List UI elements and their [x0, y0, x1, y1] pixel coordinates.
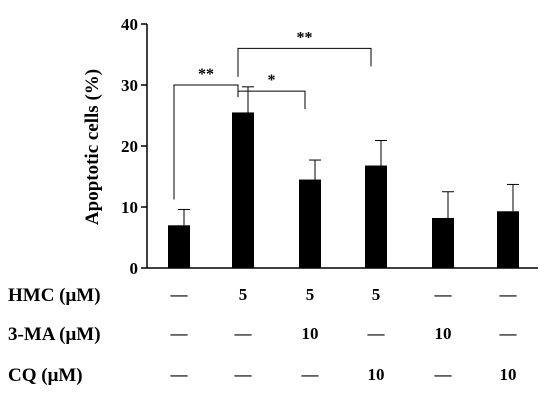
- cell-cq-1: —: [170, 365, 188, 384]
- cell-3ma-1: —: [170, 324, 188, 343]
- row-label-hmc: HMC (μM): [8, 285, 101, 306]
- cell-hmc-2: 5: [238, 285, 248, 304]
- axes: [146, 24, 538, 269]
- bar: [497, 211, 519, 268]
- y-tick-label: 0: [130, 259, 139, 278]
- row-label-cq: CQ (μM): [8, 365, 83, 386]
- y-tick-label: 40: [121, 15, 138, 34]
- cell-3ma-5: 10: [434, 324, 452, 343]
- cell-3ma-2: —: [234, 324, 252, 343]
- bar: [299, 179, 321, 268]
- significance-label: **: [297, 29, 313, 46]
- cell-3ma-4: —: [367, 324, 385, 343]
- bar: [432, 217, 454, 268]
- significance-label: **: [198, 66, 214, 83]
- cell-hmc-6: —: [499, 285, 517, 304]
- cell-cq-3: —: [301, 365, 319, 384]
- y-tick-label: 10: [121, 198, 138, 217]
- cell-3ma-6: —: [499, 324, 517, 343]
- significance-bracket: [237, 90, 306, 110]
- y-tick-label: 20: [121, 137, 138, 156]
- cell-cq-6: 10: [499, 365, 517, 384]
- cell-cq-2: —: [234, 365, 252, 384]
- cell-hmc-1: —: [170, 285, 188, 304]
- significance-bracket: [173, 84, 239, 200]
- y-axis-title: Apoptotic cells (%): [82, 69, 103, 225]
- cell-cq-5: —: [434, 365, 452, 384]
- row-label-3ma: 3-MA (μM): [8, 324, 101, 345]
- y-tick-label: 30: [121, 76, 138, 95]
- bar: [365, 165, 387, 268]
- significance-label: *: [268, 72, 276, 89]
- cell-cq-4: 10: [367, 365, 385, 384]
- bar: [232, 112, 254, 268]
- cell-3ma-3: 10: [301, 324, 319, 343]
- bar: [168, 225, 190, 268]
- cell-hmc-3: 5: [305, 285, 315, 304]
- cell-hmc-4: 5: [371, 285, 381, 304]
- cell-hmc-5: —: [434, 285, 452, 304]
- significance-bracket: [237, 47, 372, 77]
